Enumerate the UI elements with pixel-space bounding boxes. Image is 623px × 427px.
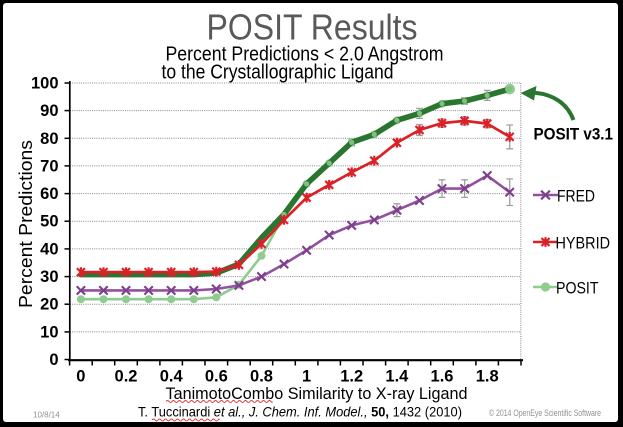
- svg-text:1.8: 1.8: [476, 368, 499, 386]
- svg-text:T. Tuccinardi et al., J. Chem.: T. Tuccinardi et al., J. Chem. Inf. Mode…: [138, 405, 462, 420]
- svg-text:POSIT: POSIT: [556, 280, 599, 298]
- svg-text:0.2: 0.2: [115, 368, 138, 386]
- svg-text:0.8: 0.8: [250, 368, 273, 386]
- svg-text:70: 70: [40, 157, 58, 175]
- svg-text:0: 0: [76, 368, 85, 386]
- svg-text:TanimotoCombo Similarity to X-: TanimotoCombo Similarity to X-ray Ligand: [166, 384, 468, 403]
- svg-text:100: 100: [31, 75, 59, 93]
- svg-text:Percent Predictions < 2.0 Angs: Percent Predictions < 2.0 Angstrom: [166, 43, 444, 66]
- svg-text:1.2: 1.2: [340, 368, 363, 386]
- svg-text:© 2014 OpenEye Scientific Soft: © 2014 OpenEye Scientific Software: [489, 408, 601, 419]
- svg-text:POSIT Results: POSIT Results: [207, 6, 418, 47]
- svg-text:20: 20: [40, 296, 58, 314]
- svg-text:40: 40: [40, 240, 58, 258]
- svg-text:10/8/14: 10/8/14: [33, 411, 60, 420]
- svg-text:60: 60: [40, 185, 58, 203]
- svg-text:10: 10: [40, 323, 58, 341]
- svg-text:POSIT v3.1: POSIT v3.1: [534, 126, 614, 144]
- svg-text:Percent Predictions: Percent Predictions: [15, 140, 36, 308]
- svg-text:0: 0: [49, 351, 58, 369]
- svg-text:to the Crystallographic Ligand: to the Crystallographic Ligand: [162, 61, 394, 84]
- svg-text:0.6: 0.6: [205, 368, 228, 386]
- svg-text:1.4: 1.4: [385, 368, 409, 386]
- svg-text:50: 50: [40, 213, 58, 231]
- svg-text:1.6: 1.6: [431, 368, 454, 386]
- svg-text:0.4: 0.4: [160, 368, 184, 386]
- svg-text:90: 90: [40, 102, 58, 120]
- svg-text:FRED: FRED: [557, 188, 595, 206]
- svg-text:1: 1: [302, 368, 311, 386]
- svg-text:HYBRID: HYBRID: [556, 235, 611, 253]
- svg-text:30: 30: [40, 268, 58, 286]
- svg-text:80: 80: [40, 130, 58, 148]
